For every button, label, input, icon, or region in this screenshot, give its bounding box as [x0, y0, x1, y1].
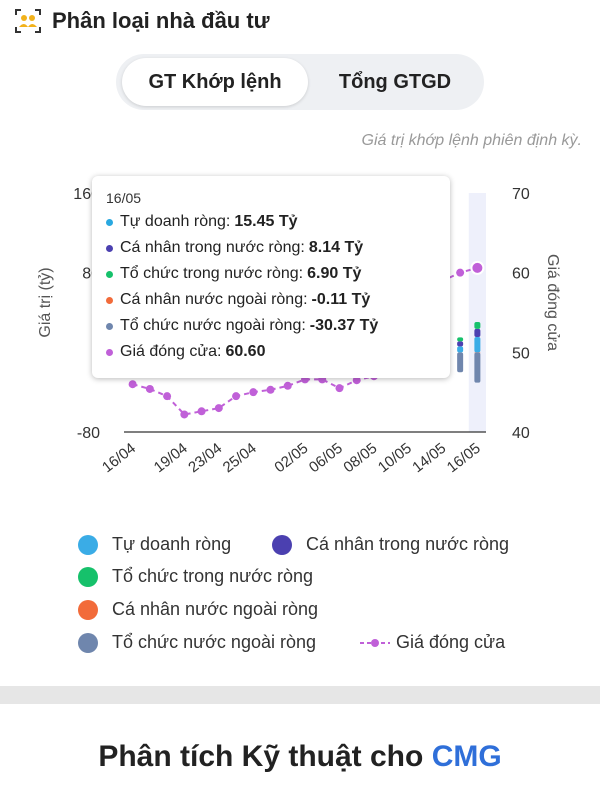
- bar-segment: [457, 346, 464, 353]
- bar-segment: [457, 337, 464, 342]
- tooltip-label: Cá nhân trong nước ròng:: [120, 239, 305, 256]
- x-tick-label: 19/04: [151, 440, 191, 477]
- tooltip-dot: [106, 348, 113, 356]
- x-tick-label: 16/04: [99, 440, 139, 477]
- y-tick-label: -80: [77, 425, 100, 442]
- value-type-toggle: GT Khớp lệnh Tổng GTGD: [116, 54, 484, 110]
- close-price-point: [232, 392, 241, 401]
- tooltip-row: Cá nhân nước ngoài ròng: -0.11 Tỷ: [106, 289, 370, 311]
- bar-segment: [474, 352, 481, 383]
- tooltip-label: Tổ chức trong nước ròng:: [120, 265, 304, 282]
- y2-axis-title: Giá đóng cửa: [544, 254, 561, 351]
- highlight-band: [468, 193, 486, 432]
- tooltip-value: 15.45 Tỷ: [234, 213, 298, 230]
- bar-segment: [474, 328, 481, 337]
- tooltip-value: 6.90 Tỷ: [307, 265, 362, 282]
- legend-item-foreign-institution[interactable]: Tổ chức nước ngoài ròng: [78, 632, 316, 653]
- tooltip-value: -0.11 Tỷ: [311, 291, 371, 308]
- section-divider: [0, 686, 600, 704]
- tooltip-label: Tổ chức nước ngoài ròng:: [120, 317, 306, 334]
- tooltip-label: Giá đóng cửa:: [120, 343, 222, 360]
- x-tick-label: 23/04: [185, 440, 225, 477]
- x-tick-label: 08/05: [340, 440, 380, 477]
- tooltip-label: Cá nhân nước ngoài ròng:: [120, 291, 308, 308]
- y2-tick-label: 50: [512, 345, 530, 362]
- close-price-point: [456, 268, 465, 277]
- legend-label: Giá đóng cửa: [396, 632, 506, 652]
- tooltip-row: Tự doanh ròng: 15.45 Tỷ: [106, 211, 298, 233]
- tab-total-value[interactable]: Tổng GTGD: [338, 70, 452, 93]
- bar-segment: [457, 341, 464, 347]
- legend-dot: [78, 566, 98, 587]
- legend-label: Tổ chức trong nước ròng: [112, 566, 313, 586]
- bar-segment: [474, 321, 481, 329]
- legend-dot: [272, 534, 292, 555]
- y-axis-title: Giá trị (tỷ): [37, 267, 54, 337]
- legend-line-icon: [360, 638, 390, 647]
- x-tick-label: 02/05: [271, 440, 311, 477]
- tooltip-dot: [106, 270, 113, 278]
- x-tick-label: 16/05: [444, 440, 484, 477]
- legend-label: Cá nhân nước ngoài ròng: [112, 599, 318, 619]
- chart-tooltip: 16/05 Tự doanh ròng: 15.45 Tỷ Cá nhân tr…: [92, 176, 450, 378]
- x-tick-label: 10/05: [375, 440, 415, 477]
- technical-analysis-card: [0, 704, 600, 800]
- legend-label: Tổ chức nước ngoài ròng: [112, 632, 317, 652]
- y2-tick-label: 70: [512, 186, 530, 203]
- legend-dot: [78, 599, 98, 620]
- tooltip-value: 8.14 Tỷ: [308, 239, 364, 256]
- close-price-point: [180, 410, 189, 419]
- tab-matched-value[interactable]: GT Khớp lệnh: [122, 58, 308, 106]
- tooltip-dot: [106, 296, 113, 304]
- tooltip-row: Tổ chức nước ngoài ròng: -30.37 Tỷ: [106, 315, 378, 337]
- close-price-point: [197, 407, 206, 416]
- legend-item-foreign-individual[interactable]: Cá nhân nước ngoài ròng: [78, 599, 318, 620]
- tooltip-label: Tự doanh ròng:: [120, 213, 231, 230]
- tooltip-dot: [106, 322, 113, 330]
- x-tick-label: 25/04: [220, 440, 260, 477]
- close-price-point: [283, 381, 292, 390]
- section-title: Phân loại nhà đầu tư: [52, 8, 270, 33]
- tooltip-dot: [106, 218, 113, 226]
- close-price-point: [128, 380, 137, 389]
- legend-label: Cá nhân trong nước ròng: [306, 534, 509, 554]
- close-price-point: [266, 385, 275, 394]
- legend-dot: [78, 632, 98, 653]
- close-price-point: [214, 404, 223, 413]
- tooltip-row: Giá đóng cửa: 60.60: [106, 341, 265, 363]
- bar-segment: [474, 336, 481, 353]
- close-price-point: [163, 392, 172, 401]
- legend-dot: [78, 534, 98, 555]
- close-price-point: [145, 384, 154, 393]
- section-header: Phân loại nhà đầu tư: [14, 2, 270, 40]
- tooltip-date: 16/05: [106, 190, 142, 206]
- legend-item-domestic-individual[interactable]: Cá nhân trong nước ròng: [272, 534, 509, 555]
- tooltip-value: 60.60: [225, 343, 266, 360]
- close-price-point: [249, 388, 258, 397]
- chart-subtitle: Giá trị khớp lệnh phiên định kỳ.: [361, 132, 582, 149]
- legend-label: Tự doanh ròng: [112, 534, 232, 554]
- close-price-point: [335, 384, 344, 393]
- technical-analysis-prefix: Phân tích Kỹ thuật cho: [98, 740, 424, 773]
- y2-tick-label: 60: [512, 266, 530, 283]
- legend-item-proprietary[interactable]: Tự doanh ròng: [78, 534, 231, 555]
- tooltip-row: Tổ chức trong nước ròng: 6.90 Tỷ: [106, 263, 361, 285]
- tooltip-value: -30.37 Tỷ: [309, 317, 379, 334]
- x-tick-label: 14/05: [409, 440, 449, 477]
- technical-analysis-title: Phân tích Kỹ thuật cho CMG: [0, 740, 600, 774]
- x-tick-label: 06/05: [306, 440, 346, 477]
- investor-group-icon: [15, 9, 41, 33]
- legend-item-domestic-institution[interactable]: Tổ chức trong nước ròng: [78, 566, 313, 587]
- tooltip-dot: [106, 244, 113, 252]
- close-price-point: [352, 376, 361, 385]
- ticker-symbol[interactable]: CMG: [431, 740, 502, 773]
- bar-segment: [457, 352, 464, 373]
- close-price-point: [470, 260, 485, 275]
- y2-tick-label: 40: [512, 425, 530, 442]
- tooltip-row: Cá nhân trong nước ròng: 8.14 Tỷ: [106, 237, 363, 259]
- legend-item-close-price[interactable]: Giá đóng cửa: [360, 632, 505, 653]
